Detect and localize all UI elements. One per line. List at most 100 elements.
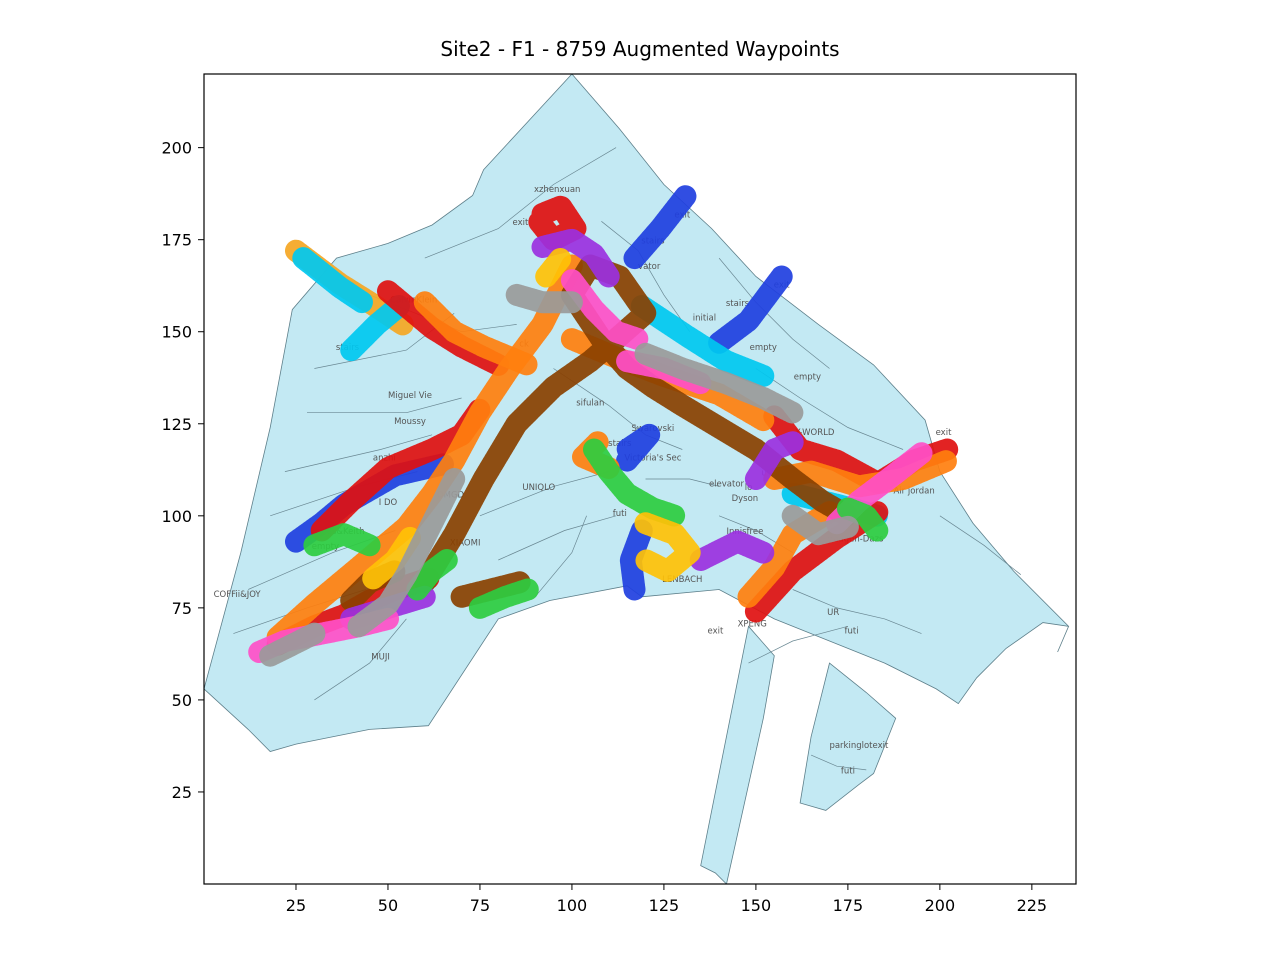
room-divider-19 — [810, 754, 867, 771]
x-axis: 25 50 75 100 125 150 175 200 225 — [286, 884, 1047, 915]
shop-label: exit — [936, 428, 952, 438]
x-tick-label: 200 — [925, 896, 956, 915]
shop-label: parkinglotexit — [829, 741, 889, 751]
room-divider-21 — [645, 478, 720, 487]
y-tick-label: 100 — [161, 507, 192, 526]
waypoint-trace — [468, 578, 539, 619]
y-tick-label: 175 — [161, 231, 192, 250]
x-tick-label: 150 — [741, 896, 772, 915]
y-tick-label: 25 — [172, 783, 192, 802]
x-tick-label: 75 — [470, 896, 490, 915]
x-tick-label: 125 — [649, 896, 680, 915]
waypoint-trace — [259, 622, 326, 667]
shop-label: Miguel Vie — [388, 391, 432, 401]
shop-label: futi — [841, 767, 855, 777]
x-tick-label: 175 — [833, 896, 864, 915]
room-divider-9 — [479, 471, 609, 517]
y-tick-label: 150 — [161, 323, 192, 342]
room-divider-8 — [314, 618, 407, 701]
shop-label: XPENG — [738, 619, 767, 629]
shop-label: Dyson — [732, 494, 759, 504]
waypoint-trace — [634, 512, 701, 582]
room-divider-0 — [424, 147, 617, 259]
waypoint-trace — [560, 269, 650, 351]
room-divider-15 — [792, 589, 922, 634]
floor-extension-0 — [700, 625, 775, 884]
shop-label: UR — [827, 608, 839, 618]
waypoint-trace — [505, 283, 583, 314]
shop-label: futi — [613, 509, 627, 519]
shop-label: empty — [794, 373, 821, 383]
floor-extension-1 — [799, 662, 897, 811]
room-divider-18 — [748, 625, 848, 664]
shop-label: Victoria's Sec — [624, 454, 681, 464]
room-divider-17 — [939, 515, 1022, 575]
shop-label: exit — [512, 218, 528, 228]
waypoint-trace — [634, 342, 804, 424]
shop-label: Y-WORLD — [794, 428, 835, 438]
shop-label: UNIQLO — [522, 483, 555, 493]
room-divider-13 — [718, 257, 830, 369]
room-divider-3 — [307, 397, 462, 414]
waypoint-trace — [531, 228, 620, 288]
shop-label: lo — [745, 483, 753, 493]
shop-label: xzhenxuan — [534, 185, 581, 195]
shop-label: Innisfree — [726, 527, 763, 537]
chart-title: Site2 - F1 - 8759 Augmented Waypoints — [440, 37, 839, 61]
waypoint-trace — [616, 423, 661, 472]
shop-label: empty — [750, 343, 777, 353]
room-divider-14 — [755, 368, 904, 450]
x-tick-label: 50 — [378, 896, 398, 915]
waypoint-trace — [583, 438, 686, 527]
x-tick-label: 225 — [1017, 896, 1048, 915]
room-divider-20 — [534, 515, 587, 598]
floor-plan — [204, 74, 1070, 884]
y-axis: 25 50 75 100 125 150 175 200 — [161, 139, 204, 802]
shop-label: elevator — [709, 479, 745, 489]
waypoint-trace — [744, 431, 804, 490]
waypoint-trace — [708, 265, 793, 354]
waypoint-trace — [347, 468, 466, 638]
waypoint-trace — [406, 549, 458, 601]
shop-label: initial — [693, 314, 716, 324]
waypoint-trace — [619, 519, 653, 601]
shop-label: Moussy — [394, 417, 426, 427]
waypoint-trace — [340, 295, 410, 362]
waypoint-trace — [292, 247, 374, 314]
shop-label: vator — [638, 262, 661, 272]
y-tick-label: 125 — [161, 415, 192, 434]
plot-area: xzhenxuanexitexitstairsCalvinKleinvatore… — [204, 74, 1070, 884]
waypoint-trace — [413, 291, 539, 376]
shop-label: Haagen-Dazs — [827, 535, 884, 545]
shop-label: sifulan — [576, 398, 604, 408]
waypoint-trace — [781, 504, 859, 546]
waypoint-trace — [623, 184, 697, 270]
shop-label: stairs — [726, 299, 750, 309]
shop-label: MUJI — [371, 652, 390, 662]
shop-label: futi — [845, 627, 859, 637]
shop-label: I DO — [379, 498, 398, 508]
room-divider-4 — [284, 434, 433, 472]
shop-label: Air jordan — [893, 487, 934, 497]
shop-label: LENBACH — [662, 575, 702, 585]
room-divider-12 — [601, 221, 690, 332]
waypoint-trace — [630, 295, 775, 387]
y-tick-label: 200 — [161, 139, 192, 158]
waypoint-trace — [303, 523, 381, 557]
y-tick-label: 50 — [172, 691, 192, 710]
x-tick-label: 100 — [557, 896, 588, 915]
shop-label: exit — [707, 627, 723, 637]
shop-label: XIAOMI — [450, 538, 481, 548]
shop-labels: xzhenxuanexitexitstairsCalvinKleinvatore… — [214, 185, 952, 777]
waypoint-trace — [362, 526, 421, 590]
room-divider-10 — [498, 515, 617, 561]
x-tick-label: 25 — [286, 896, 306, 915]
waypoint-trace — [527, 195, 587, 251]
y-tick-label: 75 — [172, 599, 192, 618]
waypoint-trace — [535, 247, 572, 288]
plot-frame — [203, 73, 1077, 885]
waypoint-trace — [836, 497, 889, 542]
shop-label: COFFii&JOY — [214, 590, 262, 600]
room-divider-11 — [553, 368, 683, 450]
